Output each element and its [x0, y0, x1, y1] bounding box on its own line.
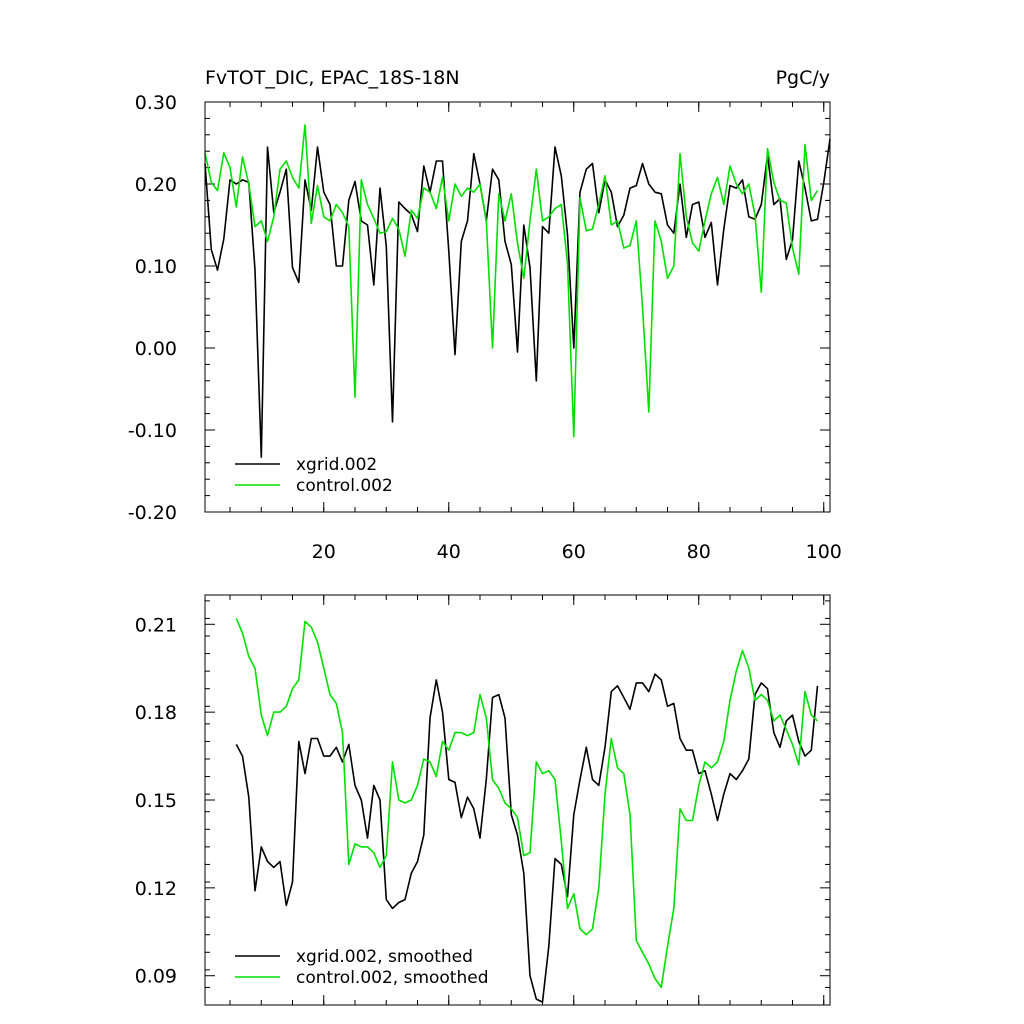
y-tick-label: 0.15	[135, 790, 177, 812]
x-tick-label: 40	[437, 541, 461, 563]
y-tick-label: 0.18	[135, 702, 177, 724]
top-panel-ticks: -0.20 -0.10 0.00 0.10 0.20 0.30 20 40 60 80 100	[128, 92, 842, 563]
chart-title: FvTOT_DIC, EPAC_18S-18N	[205, 67, 460, 89]
bottom-panel-ticks: 0.09 0.12 0.15 0.18 0.21	[135, 595, 830, 1006]
series-line-control	[204, 124, 819, 438]
y-tick-label: 0.30	[135, 92, 177, 114]
x-tick-label: 80	[687, 541, 711, 563]
legend-label: xgrid.002	[296, 455, 377, 475]
bottom-panel: 0.09 0.12 0.15 0.18 0.21 xgrid.002, smoothed…	[135, 594, 831, 1006]
y-tick-label: 0.10	[135, 256, 177, 278]
y-tick-label: 0.12	[135, 878, 177, 900]
bottom-panel-series	[235, 618, 819, 1003]
units-label: PgC/y	[776, 67, 830, 89]
bottom-panel-frame	[204, 594, 831, 1006]
y-tick-label: -0.20	[128, 502, 177, 524]
y-tick-label: 0.00	[135, 338, 177, 360]
series-line-xgrid	[235, 673, 819, 1003]
x-tick-label: 60	[562, 541, 586, 563]
top-panel-frame	[204, 101, 831, 513]
legend-label: xgrid.002, smoothed	[296, 947, 473, 967]
top-panel: FvTOT_DIC, EPAC_18S-18N PgC/y -0.20 -0.10…	[128, 67, 842, 563]
legend-label: control.002, smoothed	[296, 968, 489, 988]
top-panel-series	[204, 124, 831, 458]
y-tick-label: -0.10	[128, 420, 177, 442]
y-tick-label: 0.21	[135, 614, 177, 636]
series-line-control	[235, 618, 819, 989]
legend-label: control.002	[296, 476, 393, 496]
y-tick-label: 0.09	[135, 966, 177, 988]
x-tick-label: 100	[806, 541, 842, 563]
y-tick-label: 0.20	[135, 174, 177, 196]
x-tick-label: 20	[312, 541, 336, 563]
